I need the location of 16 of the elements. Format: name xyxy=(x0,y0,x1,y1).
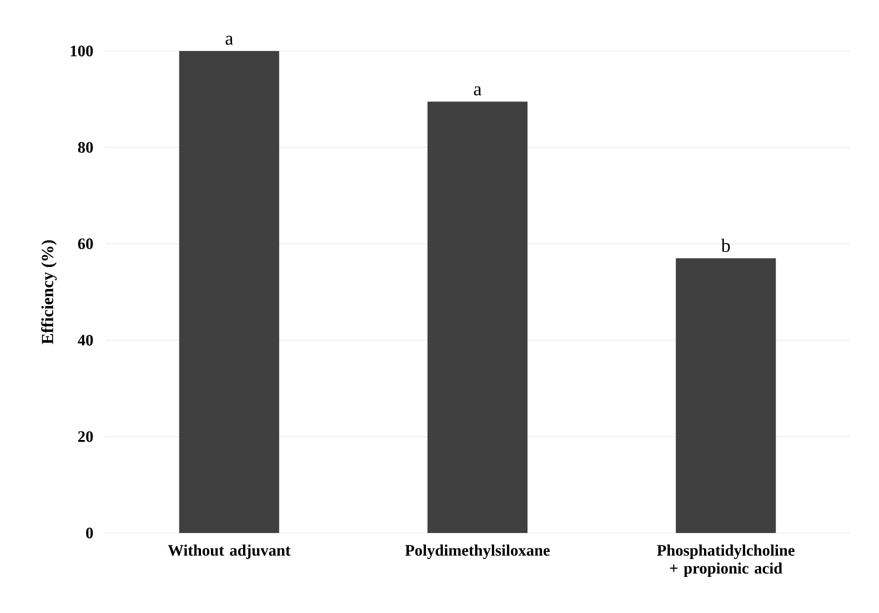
annotation: a xyxy=(226,36,234,45)
y-axis-title: Efficiency (%) xyxy=(41,240,57,344)
y-tick-label: 40 xyxy=(78,334,93,346)
x-tick-label: Without adjuvant xyxy=(168,544,290,559)
x-tick-label: Phosphatidylcholine + propionic acid xyxy=(657,544,795,577)
bar xyxy=(428,102,528,533)
bar xyxy=(676,258,776,533)
annotation: b xyxy=(721,238,730,252)
y-tick-label: 20 xyxy=(78,431,93,442)
y-tick-label: 100 xyxy=(70,46,93,56)
annotation: a xyxy=(474,86,482,96)
x-tick-label: Polydimethylsiloxane xyxy=(405,544,550,560)
y-tick-label: 0 xyxy=(86,528,93,538)
y-tick-label: 60 xyxy=(78,238,93,250)
y-tick-label: 80 xyxy=(78,142,93,153)
bar xyxy=(179,50,280,533)
